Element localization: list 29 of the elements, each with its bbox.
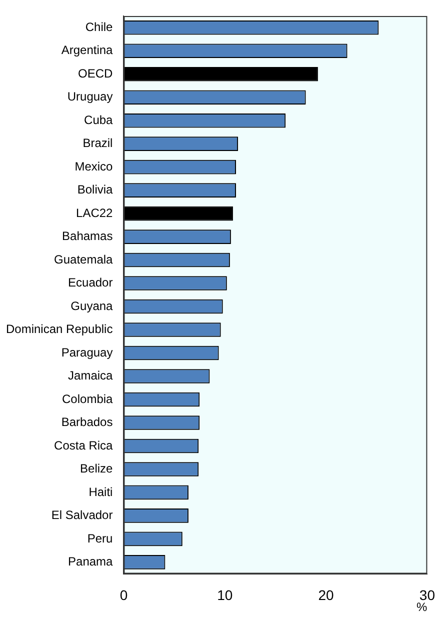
y-tick-label: Brazil bbox=[82, 136, 113, 150]
bar bbox=[124, 66, 318, 82]
y-tick-label: Guyana bbox=[70, 298, 114, 313]
x-tick-label: 0 bbox=[120, 587, 128, 604]
y-tick-label: Ecuador bbox=[68, 276, 113, 290]
y-tick-label: Dominican Republic bbox=[6, 322, 113, 336]
y-tick-label: Colombia bbox=[62, 392, 114, 406]
y-tick-label: Barbados bbox=[61, 415, 113, 430]
y-tick-label: OECD bbox=[78, 66, 114, 80]
y-tick-label: Belize bbox=[80, 462, 114, 476]
y-tick-label: Peru bbox=[87, 531, 113, 546]
bar bbox=[124, 206, 233, 221]
y-tick-label: LAC22 bbox=[76, 206, 114, 220]
y-tick-label: El Salvador bbox=[51, 508, 113, 522]
y-tick-label: Argentina bbox=[61, 43, 114, 58]
x-tick-label: 10 bbox=[217, 587, 233, 604]
x-tick-label: 20 bbox=[318, 587, 334, 604]
y-tick-label: Guatemala bbox=[54, 252, 114, 266]
y-tick-label: Bolivia bbox=[77, 182, 114, 197]
y-tick-label: Chile bbox=[85, 20, 114, 34]
y-tick-label: Mexico bbox=[74, 159, 114, 174]
y-tick-label: Bahamas bbox=[62, 229, 113, 244]
y-tick-label: Cuba bbox=[84, 112, 114, 127]
y-tick-label: Uruguay bbox=[67, 90, 113, 104]
y-tick-label: Haiti bbox=[88, 484, 113, 499]
y-tick-label: Panama bbox=[68, 554, 114, 568]
y-tick-label: Costa Rica bbox=[54, 438, 114, 452]
y-tick-label: Paraguay bbox=[61, 345, 113, 360]
y-tick-label: Jamaica bbox=[68, 368, 114, 383]
